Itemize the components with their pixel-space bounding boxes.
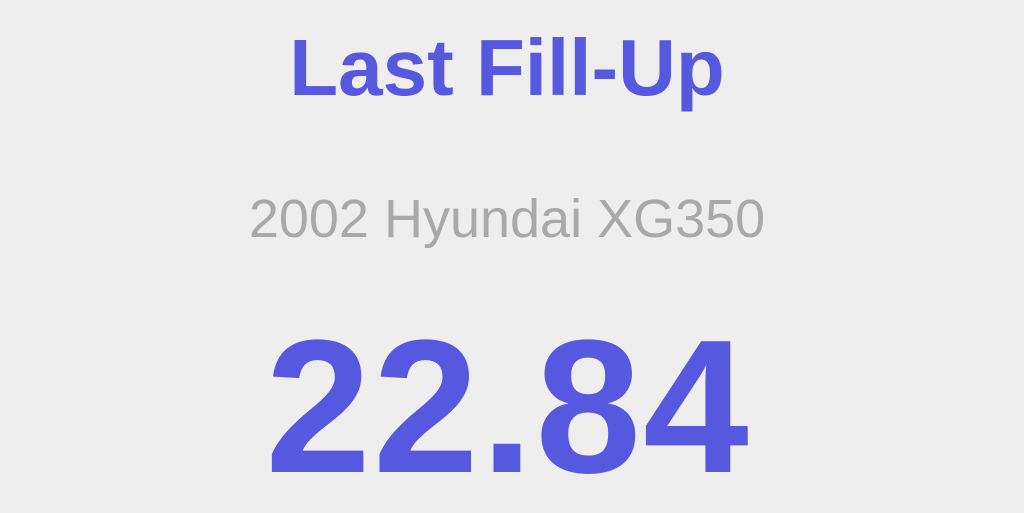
last-fill-up-screen: Last Fill-Up 2002 Hyundai XG350 22.84 [248, 23, 766, 513]
fill-up-value: 22.84 [265, 301, 751, 513]
page-title: Last Fill-Up [289, 23, 725, 112]
vehicle-name: 2002 Hyundai XG350 [248, 189, 766, 249]
